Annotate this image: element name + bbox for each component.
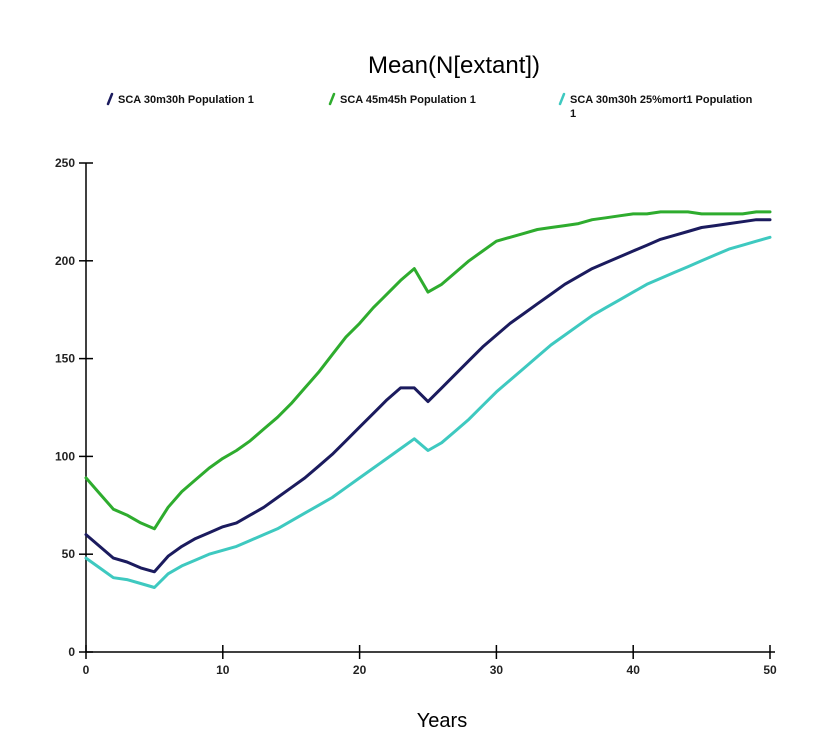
legend-swatch [106,92,114,106]
y-tick-label: 0 [68,645,75,659]
x-tick-label: 0 [83,663,90,677]
legend-label: SCA 30m30h 25%mort1 Population 1 [570,94,753,120]
legend-swatch [558,92,566,106]
x-tick-label: 50 [763,663,777,677]
series-line [84,235,772,589]
legend-label: SCA 45m45h Population 1 [340,94,476,106]
chart-title: Mean(N[extant]) [368,52,540,79]
y-tick-label: 150 [55,352,75,366]
axes [85,163,775,653]
y-tick-label: 50 [62,547,76,561]
legend-item: SCA 30m30h Population 1 [106,92,254,106]
x-tick-label: 30 [490,663,504,677]
x-axis-label: Years [417,710,467,732]
x-tick-label: 20 [353,663,367,677]
series-group [84,210,772,589]
x-tick-label: 10 [216,663,230,677]
y-tick-label: 100 [55,449,75,463]
legend-swatch [328,92,336,106]
ticks: 0 50 100 150 200 250 0 10 20 30 40 50 [55,156,777,677]
series-line [84,210,772,531]
legend-item: SCA 45m45h Population 1 [328,92,476,106]
legend: SCA 30m30h Population 1 SCA 45m45h Popula… [106,92,753,120]
legend-label: SCA 30m30h Population 1 [118,94,254,106]
y-tick-label: 250 [55,156,75,170]
series-line [84,218,772,574]
legend-item: SCA 30m30h 25%mort1 Population 1 [558,92,753,120]
y-tick-label: 200 [55,254,75,268]
x-tick-label: 40 [627,663,641,677]
